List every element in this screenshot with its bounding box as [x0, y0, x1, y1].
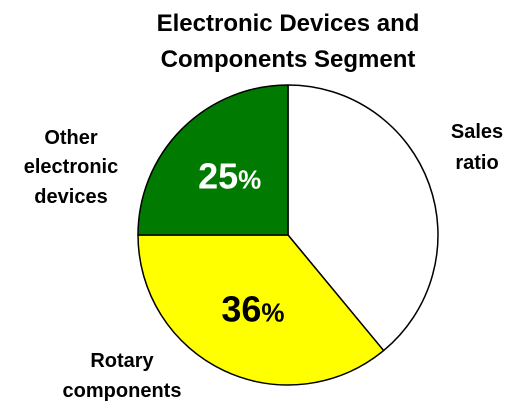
pie-value-labels: 36% 25%	[198, 156, 284, 330]
chart-title-line-2: Components Segment	[161, 46, 416, 73]
slice-label-other-line-3: devices	[34, 186, 107, 208]
pie-slices	[137, 84, 439, 386]
slice-label-sales-ratio-line-2: ratio	[455, 152, 498, 174]
pie-slice-other-electronic-devices	[137, 84, 289, 236]
slice-label-other-line-1: Other	[44, 127, 98, 149]
chart-title-line-1: Electronic Devices and	[157, 10, 420, 37]
slice-label-sales-ratio-line-1: Sales	[451, 121, 503, 143]
pie-value-label-other-electronic-devices: 25%	[198, 156, 261, 197]
slice-label-rotary-line-1: Rotary	[90, 350, 154, 372]
slice-label-rotary-line-2: components	[63, 380, 182, 402]
pie-slice-sales-ratio	[287, 84, 439, 352]
pie-slice-rotary-components	[137, 234, 385, 386]
pie-value-label-rotary-components: 36%	[221, 289, 284, 330]
slice-label-other-line-2: electronic	[24, 156, 118, 178]
